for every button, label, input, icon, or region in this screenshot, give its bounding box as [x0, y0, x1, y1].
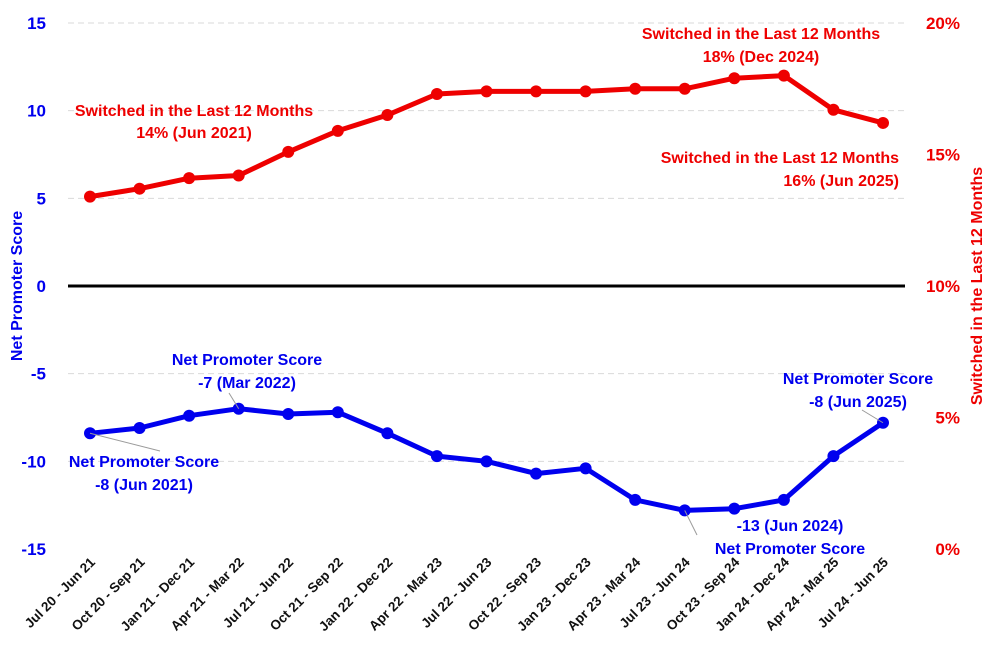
right-axis-ticks: 20% 15% 10% 5% 0%	[926, 14, 960, 559]
annotation-line: Net Promoter Score	[783, 371, 933, 388]
annotation-switched-jun2021: Switched in the Last 12 Months 14% (Jun …	[75, 103, 313, 142]
data-point-switched	[728, 72, 741, 85]
data-point-switched	[430, 88, 443, 101]
annotation-leader-line	[228, 392, 240, 409]
annotation-line: -7 (Mar 2022)	[198, 375, 296, 392]
data-point-switched	[877, 116, 889, 129]
annotation-nps-jun2025: Net Promoter Score -8 (Jun 2025)	[783, 371, 933, 411]
data-point-switched	[480, 85, 493, 98]
data-point-switched	[84, 190, 96, 203]
annotation-line: -8 (Jun 2025)	[809, 394, 907, 411]
annotation-leader-line	[861, 409, 884, 424]
right-axis-title: Switched in the Last 12 Months	[969, 167, 986, 405]
annotation-line: Switched in the Last 12 Months	[642, 26, 880, 43]
data-point-switched	[331, 124, 344, 137]
right-tick-label: 0%	[935, 540, 960, 559]
data-point-switched	[232, 169, 245, 182]
data-point-nps	[331, 406, 344, 419]
data-point-switched	[381, 109, 394, 122]
right-tick-label: 10%	[926, 277, 960, 296]
annotation-nps-jun2021: Net Promoter Score -8 (Jun 2021)	[69, 454, 219, 494]
data-point-switched	[183, 172, 196, 185]
data-point-nps	[629, 493, 642, 506]
data-point-nps	[728, 502, 741, 515]
annotation-line: Switched in the Last 12 Months	[661, 150, 899, 167]
annotation-nps-mar2022: Net Promoter Score -7 (Mar 2022)	[172, 352, 322, 392]
data-point-nps	[480, 455, 493, 468]
annotation-leaders	[89, 392, 884, 536]
left-tick-label: -10	[21, 452, 46, 471]
annotation-line: 18% (Dec 2024)	[703, 49, 820, 66]
annotation-switched-dec2024: Switched in the Last 12 Months 18% (Dec …	[642, 26, 880, 66]
data-point-switched	[579, 85, 592, 98]
left-tick-label: 15	[27, 14, 46, 33]
left-axis-ticks: 15 10 5 0 -5 -10 -15	[21, 14, 46, 559]
data-point-nps	[282, 407, 295, 420]
annotation-line: 16% (Jun 2025)	[783, 173, 899, 190]
left-tick-label: -5	[31, 365, 46, 384]
right-tick-label: 15%	[926, 146, 960, 165]
data-point-nps	[579, 462, 592, 475]
data-point-switched	[133, 182, 146, 195]
data-point-nps	[530, 467, 543, 480]
annotation-line: Switched in the Last 12 Months	[75, 103, 313, 120]
annotation-line: -13 (Jun 2024)	[737, 518, 844, 535]
data-point-switched	[827, 103, 840, 116]
series-group	[84, 69, 889, 517]
left-tick-label: 0	[37, 277, 46, 296]
annotation-line: Net Promoter Score	[69, 454, 219, 471]
annotation-leader-line	[89, 432, 161, 452]
left-tick-label: 5	[37, 189, 46, 208]
data-point-nps	[678, 504, 691, 517]
data-point-switched	[678, 82, 691, 95]
data-point-nps	[133, 422, 146, 435]
data-point-nps	[827, 450, 840, 463]
data-point-nps	[430, 450, 443, 463]
annotation-leader-line	[684, 510, 698, 536]
left-tick-label: 10	[27, 102, 46, 121]
left-axis-title: Net Promoter Score	[9, 211, 26, 361]
data-point-switched	[530, 85, 543, 98]
data-point-switched	[282, 145, 295, 158]
annotation-line: -8 (Jun 2021)	[95, 477, 193, 494]
right-tick-label: 5%	[935, 409, 960, 428]
data-point-nps	[777, 493, 790, 506]
annotation-nps-jun2024: -13 (Jun 2024) Net Promoter Score	[715, 518, 865, 558]
data-point-nps	[183, 409, 196, 422]
annotation-line: Net Promoter Score	[172, 352, 322, 369]
data-point-nps	[381, 427, 394, 440]
data-point-switched	[777, 69, 790, 82]
data-point-switched	[629, 82, 642, 95]
right-tick-label: 20%	[926, 14, 960, 33]
annotation-line: 14% (Jun 2021)	[136, 125, 252, 142]
gridlines	[68, 22, 905, 462]
annotation-switched-jun2025: Switched in the Last 12 Months 16% (Jun …	[661, 150, 899, 190]
left-tick-label: -15	[21, 540, 46, 559]
annotation-line: Net Promoter Score	[715, 541, 865, 558]
